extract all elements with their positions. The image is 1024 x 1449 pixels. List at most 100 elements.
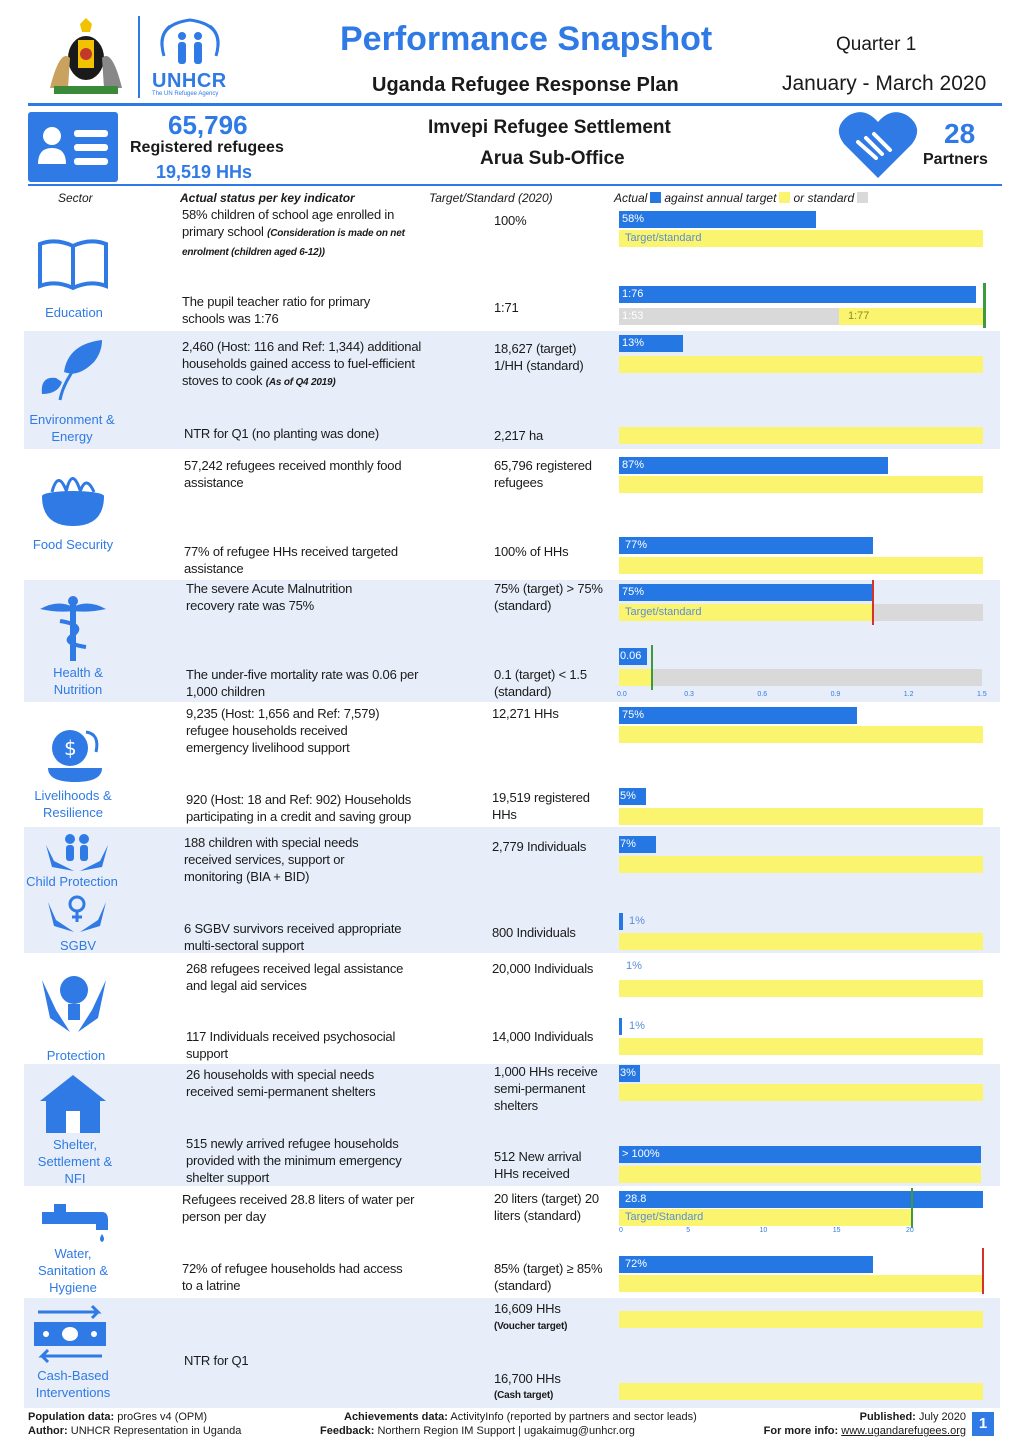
health2-axis-tick-1: 0.3 — [684, 691, 694, 698]
sector-child-protection: Child Protection — [26, 874, 118, 889]
sector-shelter: Shelter, Settlement & NFI — [37, 1137, 113, 1186]
health2-marker — [651, 645, 653, 690]
sgbv1-target: 800 Individuals — [492, 925, 576, 940]
child1-target: 2,779 Individuals — [492, 839, 587, 854]
edu1-target: 100% — [494, 213, 527, 228]
child1-actual-bar — [619, 836, 656, 853]
legend-actual-label: Actual — [614, 191, 648, 205]
sector-protection: Protection — [46, 1048, 106, 1063]
health2-axis-tick-2: 0.6 — [757, 691, 768, 698]
footer-pop-value: proGres v4 (OPM) — [117, 1411, 208, 1423]
refugees-label: Registered refugees — [130, 139, 284, 156]
sector-environment: Environment & Energy — [29, 412, 115, 444]
sgbv1-target-bar — [619, 933, 983, 950]
footer-feedback-value[interactable]: Northern Region IM Support | ugakaimug@u… — [377, 1425, 635, 1437]
legend: Actual against annual target or standard — [614, 191, 871, 205]
footer-ach-value: ActivityInfo (reported by partners and s… — [450, 1411, 697, 1423]
health2-actual-label: 0.06 — [620, 650, 642, 662]
edu1-actual-bar — [619, 211, 816, 228]
page-subtitle: Uganda Refugee Response Plan — [372, 74, 679, 96]
env1-text: 2,460 (Host: 116 and Ref: 1,344) additio… — [182, 338, 437, 391]
sector-cbi: Cash-Based Interventions — [35, 1368, 111, 1400]
live1-text: 9,235 (Host: 1,656 and Ref: 7,579) refug… — [186, 706, 380, 755]
health1-standard-bar — [873, 604, 983, 621]
edu2-marker — [983, 283, 986, 328]
legend-standard-swatch — [857, 192, 869, 203]
prot2-text: 117 Individuals received psychosocial su… — [186, 1029, 396, 1061]
shel1-actual-label: 3% — [620, 1067, 636, 1079]
footer-feedback-label: Feedback: — [320, 1425, 375, 1437]
food1-actual-bar — [619, 457, 888, 474]
wash1-axis-tick-3: 15 — [832, 1227, 841, 1234]
health1-marker — [872, 580, 874, 625]
shel1-target-bar — [619, 1084, 983, 1101]
shel2-actual-label: > 100% — [622, 1148, 660, 1160]
footer-author-value: UNHCR Representation in Uganda — [70, 1425, 242, 1437]
footer-ach-label: Achievements data: — [344, 1411, 448, 1423]
child1-actual-label: 7% — [620, 838, 636, 850]
prot1-actual-label: 1% — [626, 960, 642, 972]
env1-label: 2,460 (Host: 116 and Ref: 1,344) additio… — [182, 339, 422, 388]
edu2-standard-label: 1:53 — [622, 310, 644, 322]
live2-target-bar — [619, 808, 983, 825]
wash1-axis-tick-0: 0 — [619, 1227, 623, 1234]
env2-target: 2,217 ha — [494, 428, 544, 443]
office-name: Arua Sub-Office — [480, 148, 625, 169]
footer-website-link[interactable]: www.ugandarefugees.org — [841, 1425, 966, 1437]
prot2-actual-bar — [619, 1018, 622, 1035]
food1-target: 65,796 registered refugees — [494, 458, 592, 490]
food2-target: 100% of HHs — [494, 544, 569, 559]
prot2-target-bar — [619, 1038, 983, 1055]
prot2-actual-label: 1% — [629, 1020, 645, 1032]
partners-number: 28 — [944, 118, 976, 149]
sector-livelihoods: Livelihoods & Resilience — [34, 788, 112, 820]
wash1-text: Refugees received 28.8 liters of water p… — [182, 1192, 415, 1224]
health1-actual-bar — [619, 584, 873, 601]
person-hands-icon — [40, 972, 108, 1039]
uganda-coat-of-arms — [40, 18, 132, 98]
footer-pop-label: Population data: — [28, 1411, 115, 1423]
shel2-text: 515 newly arrived refugee households pro… — [186, 1136, 402, 1185]
water-tap-icon — [40, 1202, 110, 1249]
header-rule — [28, 103, 1002, 106]
edu2-actual-label: 1:76 — [622, 288, 644, 300]
live2-actual-bar — [619, 788, 646, 805]
footer-author-label: Author: — [28, 1425, 68, 1437]
edu2-target: 1:71 — [494, 300, 519, 315]
env1-note: (As of Q4 2019) — [265, 377, 336, 388]
sgbv1-actual-label: 1% — [629, 915, 645, 927]
edu2-target-label: 1:77 — [848, 310, 870, 322]
footer-left: Population data: proGres v4 (OPM) Author… — [28, 1410, 241, 1438]
sgbv1-text: 6 SGBV survivors received appropriate mu… — [184, 921, 402, 953]
page-title: Performance Snapshot — [340, 20, 713, 58]
edu2-actual-bar — [619, 286, 976, 303]
wash2-target-bar — [619, 1275, 983, 1292]
edu1-text: 58% children of school age enrolled in p… — [182, 206, 422, 261]
sector-wash: Water, Sanitation & Hygiene — [37, 1246, 109, 1295]
edu1-note: (Consideration is made on net enrolment … — [182, 228, 405, 258]
env1-target-bar — [619, 356, 983, 373]
env1-actual-label: 13% — [622, 337, 645, 349]
households-number: 19,519 HHs — [156, 162, 253, 182]
food2-actual-label: 77% — [625, 539, 648, 551]
shel1-target: 1,000 HHs receive semi-permanent shelter… — [494, 1064, 598, 1113]
family-hands-icon — [44, 831, 110, 880]
edu1-target-bar — [619, 230, 983, 247]
footer-more-label: For more info: — [763, 1425, 839, 1437]
refugees-number: 65,796 — [168, 110, 248, 140]
handshake-icon — [836, 108, 920, 182]
legend-actual-swatch — [650, 192, 662, 203]
wash1-axis-tick-2: 10 — [759, 1227, 768, 1234]
quarter-label: Quarter 1 — [836, 34, 917, 55]
footer-right: Published: July 2020 For more info: www.… — [744, 1410, 966, 1438]
wash1-target-label: Target/Standard — [625, 1211, 704, 1223]
shel1-actual-bar — [619, 1065, 640, 1082]
food1-target-bar — [619, 476, 983, 493]
unhcr-tagline: The UN Refugee Agency — [152, 91, 219, 97]
health2-axis-tick-4: 1.2 — [903, 691, 914, 698]
food2-actual-bar — [619, 537, 873, 554]
cbi1-target-b-note: (Cash target) — [494, 1390, 554, 1401]
food2-target-bar — [619, 557, 983, 574]
settlement-name: Imvepi Refugee Settlement — [428, 117, 671, 138]
gender-hands-icon — [46, 892, 108, 941]
